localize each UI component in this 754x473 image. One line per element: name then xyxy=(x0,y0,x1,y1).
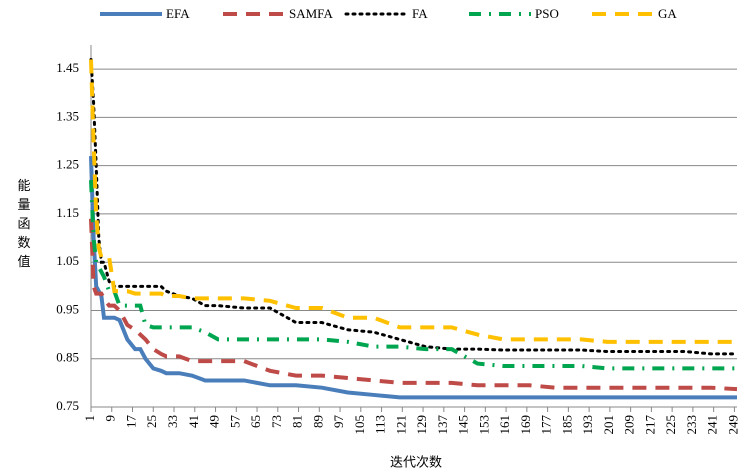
y-tick-label: 1.35 xyxy=(56,108,79,123)
x-tick-label: 97 xyxy=(331,415,346,429)
legend-label: GA xyxy=(658,6,677,21)
y-tick-label: 0.75 xyxy=(56,398,79,413)
x-tick-label: 209 xyxy=(622,415,637,435)
x-tick-label: 73 xyxy=(269,415,284,428)
series-line xyxy=(89,155,737,400)
x-tick-label: 105 xyxy=(352,415,367,435)
x-tick-label: 65 xyxy=(248,415,263,428)
x-tick-label: 161 xyxy=(497,415,512,435)
y-tick-label: 1.45 xyxy=(56,60,79,75)
x-tick-label: 185 xyxy=(559,415,574,435)
x-tick-label: 145 xyxy=(456,415,471,435)
x-tick-label: 233 xyxy=(684,415,699,435)
legend-label: FA xyxy=(412,6,428,21)
x-tick-label: 33 xyxy=(165,415,180,428)
y-axis-label: 能量函数值 xyxy=(15,179,31,274)
legend-label: EFA xyxy=(166,6,190,21)
y-tick-label: 1.05 xyxy=(56,253,79,268)
y-tick-label: 0.95 xyxy=(56,301,79,316)
x-tick-label: 17 xyxy=(123,415,138,429)
x-tick-label: 113 xyxy=(373,415,388,434)
x-tick-label: 25 xyxy=(144,415,159,428)
x-tick-label: 177 xyxy=(539,415,554,435)
x-tick-label: 49 xyxy=(207,415,222,428)
y-tick-label: 1.15 xyxy=(56,205,79,220)
y-axis-label-text: 能量函数值 xyxy=(15,179,31,274)
series-line xyxy=(89,180,737,371)
series-line xyxy=(89,59,737,344)
x-tick-label: 9 xyxy=(103,415,118,422)
x-tick-label: 57 xyxy=(227,415,242,429)
x-tick-label: 241 xyxy=(705,415,720,435)
x-tick-label: 41 xyxy=(186,415,201,428)
x-tick-label: 1 xyxy=(82,415,97,422)
x-tick-label: 193 xyxy=(580,415,595,435)
x-tick-label: 225 xyxy=(663,415,678,435)
x-tick-label: 169 xyxy=(518,415,533,435)
series-line xyxy=(89,57,739,356)
x-tick-label: 249 xyxy=(725,415,740,435)
legend-label: SAMFA xyxy=(289,6,333,21)
x-tick-label: 201 xyxy=(601,415,616,435)
x-tick-label: 129 xyxy=(414,415,429,435)
y-tick-label: 0.85 xyxy=(56,350,79,365)
x-axis-label: 迭代次数 xyxy=(390,455,442,471)
y-tick-label: 1.25 xyxy=(56,157,79,172)
x-tick-label: 137 xyxy=(435,415,450,435)
legend-label: PSO xyxy=(535,6,559,21)
x-tick-label: 89 xyxy=(310,415,325,428)
x-tick-label: 81 xyxy=(290,415,305,428)
x-tick-label: 217 xyxy=(642,415,657,435)
x-tick-label: 121 xyxy=(393,415,408,435)
series-line xyxy=(89,218,738,392)
x-tick-label: 153 xyxy=(476,415,491,435)
